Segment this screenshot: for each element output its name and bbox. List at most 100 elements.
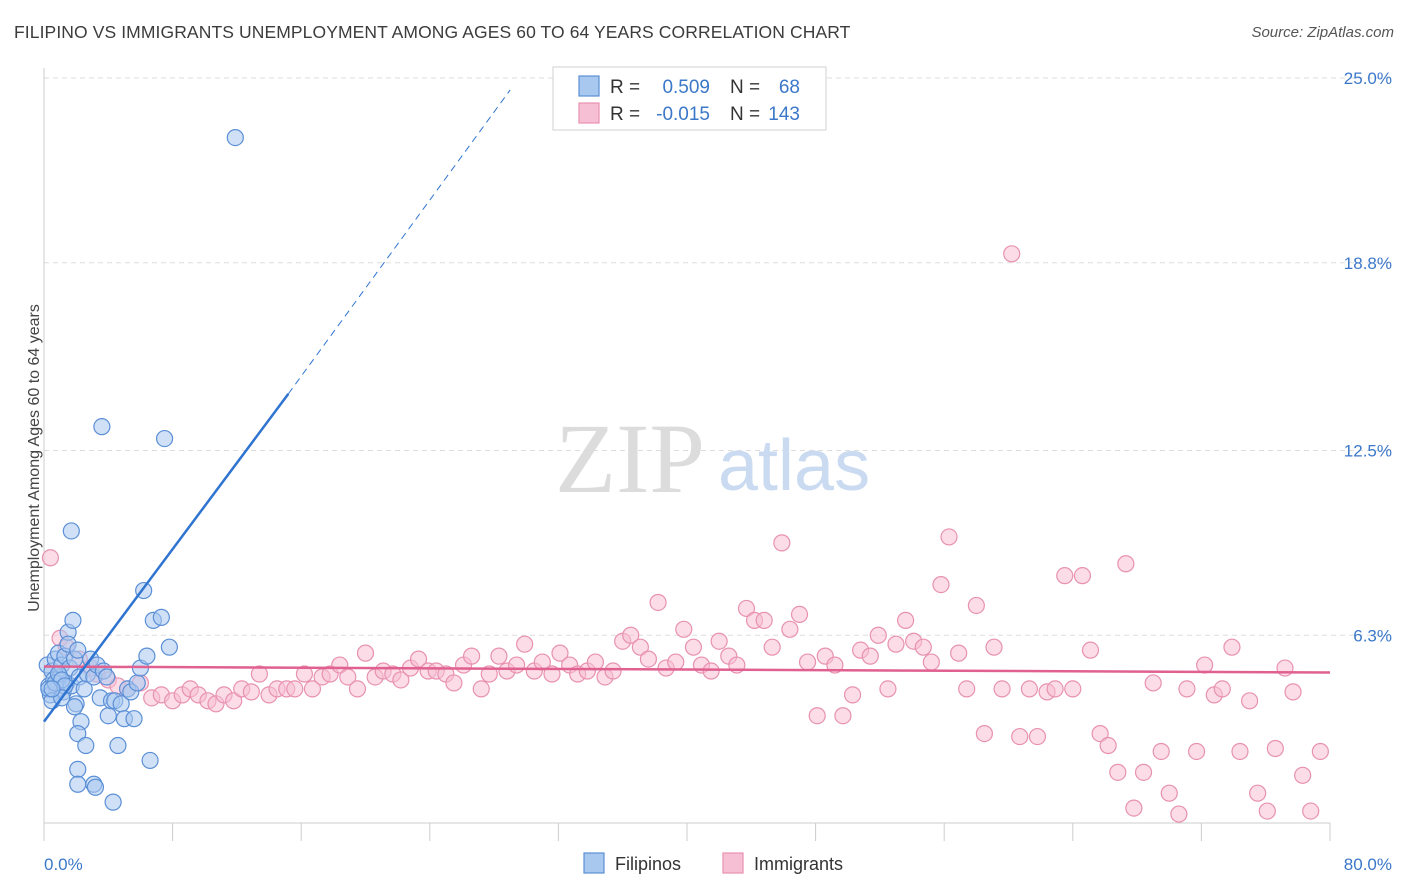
immigrants-point-49 [490,647,508,665]
immigrants-point-64 [622,626,640,644]
immigrants-point-124 [1152,742,1170,761]
filipinos-point-36 [98,668,116,686]
immigrants-point-123 [1144,674,1162,692]
immigrants-point-27 [295,665,314,683]
immigrants-point-99 [932,575,950,594]
filipinos-point-20 [69,641,87,659]
immigrants-point-52 [516,635,534,653]
immigrants-point-77 [737,599,756,618]
immigrants-point-92 [869,626,887,644]
legend-n-value-2: 143 [768,104,800,125]
x-tick-label-0: 0.0% [44,855,83,874]
immigrants-point-115 [1073,567,1092,585]
immigrants-point-73 [702,662,720,680]
bottom-legend-filipinos: Filipinos [615,854,681,874]
y-tick-label-1: 12.5% [1344,442,1392,461]
immigrants-point-44 [445,674,463,692]
filipinos-point-63 [104,793,122,811]
immigrants-point-70 [675,620,693,638]
bottom-legend: Filipinos Immigrants [583,852,843,874]
immigrants-trendline [43,665,1331,674]
filipinos-point-60 [69,775,87,793]
immigrants-point-21 [242,683,260,701]
immigrants-point-67 [649,593,667,612]
filipinos-point-54 [93,418,111,436]
immigrants-point-34 [356,644,375,662]
legend-swatch-immigrants [578,102,600,124]
immigrants-point-127 [1178,680,1196,698]
immigrants-point-62 [604,662,622,680]
immigrants-point-66 [639,650,658,668]
legend-r-label-2: R = [610,104,640,125]
immigrants-point-128 [1187,742,1206,761]
legend-n-label-2: N = [730,104,760,125]
immigrants-point-122 [1134,763,1153,781]
immigrants-point-93 [879,680,897,698]
immigrants-point-103 [967,596,985,615]
immigrants-point-74 [710,632,728,650]
watermark-atlas: atlas [718,426,870,506]
legend-swatch-filipinos [578,75,600,97]
immigrants-point-94 [887,635,905,653]
immigrants-point-120 [1117,555,1135,573]
immigrants-point-60 [586,653,604,671]
y-tick-label-0: 6.3% [1353,626,1392,645]
bottom-legend-swatch-filipinos [583,852,605,874]
immigrants-point-65 [631,638,649,656]
filipinos-point-46 [128,674,146,692]
immigrants-point-0 [41,549,60,567]
immigrants-point-107 [1003,245,1021,263]
trendlines [42,89,1331,723]
immigrants-point-38 [392,671,410,689]
immigrants-point-101 [950,644,968,662]
immigrants-point-48 [480,665,498,683]
immigrants-point-110 [1028,727,1047,746]
bottom-legend-immigrants: Immigrants [754,854,843,874]
immigrants-point-126 [1170,805,1188,823]
immigrants-point-47 [472,680,490,698]
y-axis-title: Unemployment Among Ages 60 to 64 years [26,304,43,612]
immigrants-point-142 [1311,742,1329,761]
immigrants-point-83 [790,605,809,624]
filipinos-point-53 [160,638,178,656]
immigrants-point-26 [286,680,304,698]
immigrants-point-132 [1223,638,1241,656]
immigrants-point-113 [1056,567,1074,585]
immigrants-point-112 [1046,680,1064,698]
immigrants-point-69 [667,653,685,671]
immigrants-point-56 [551,644,569,662]
immigrants-point-102 [958,680,976,698]
immigrants-point-119 [1109,763,1127,781]
immigrants-point-133 [1231,742,1249,761]
gridlines [44,77,1392,636]
immigrants-point-19 [225,692,243,710]
immigrants-point-97 [914,638,932,656]
filipinos-point-59 [69,760,87,778]
filipinos-point-55 [155,429,174,448]
immigrants-point-106 [993,680,1011,698]
immigrants-point-134 [1241,692,1259,710]
filipinos-point-64 [77,736,95,755]
immigrants-point-117 [1091,724,1109,743]
immigrants-point-109 [1020,680,1038,698]
immigrants-point-114 [1064,680,1082,698]
y-tick-label-2: 18.8% [1344,254,1392,273]
legend-r-label-1: R = [610,77,640,98]
watermark-zip: ZIP [555,403,705,514]
filipinos-point-50 [141,751,159,770]
chart-title: FILIPINO VS IMMIGRANTS UNEMPLOYMENT AMON… [14,22,851,42]
y-tick-labels: 6.3% 12.5% 18.8% 25.0% [1344,69,1392,645]
filipinos-point-45 [125,710,143,728]
legend-r-value-1: 0.509 [662,77,710,98]
x-tick-label-1: 80.0% [1344,855,1392,874]
filipinos-point-62 [86,778,105,796]
immigrants-point-98 [922,653,940,671]
bottom-legend-swatch-immigrants [722,852,744,874]
immigrants-point-136 [1258,802,1276,820]
y-tick-label-3: 25.0% [1344,69,1392,88]
immigrants-point-137 [1266,739,1284,758]
filipinos-point-66 [43,680,61,698]
immigrants-point-71 [684,638,703,656]
immigrants-point-131 [1213,680,1231,698]
immigrants-points [41,245,1329,823]
